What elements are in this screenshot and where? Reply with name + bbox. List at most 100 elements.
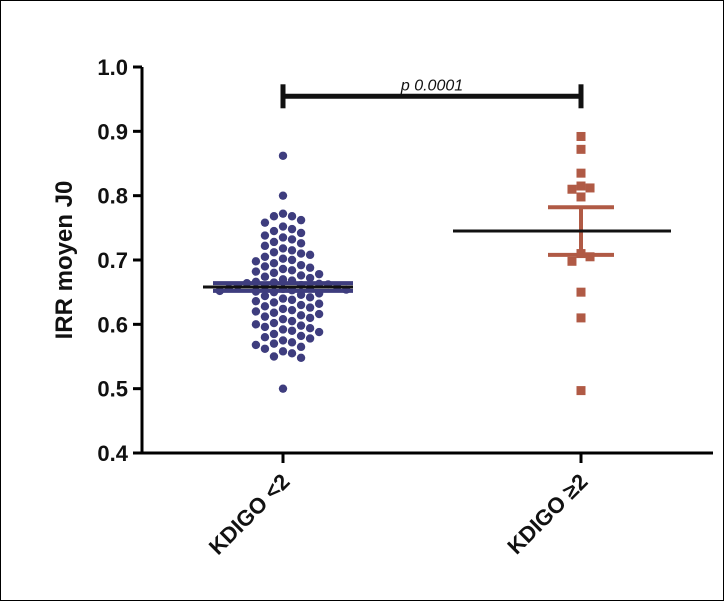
data-point-circle [251,257,261,266]
data-point-circle [296,311,306,320]
data-point-circle [305,303,315,312]
x-category-label: KDIGO <2 [204,469,295,560]
data-point-circle [287,212,297,221]
data-point-circle [305,250,315,260]
data-point-circle [260,291,270,301]
y-tick-label: 0.4 [97,441,128,466]
data-point-square [567,256,577,266]
data-point-circle [287,305,297,315]
data-point-circle [278,325,288,334]
data-point-circle [278,222,288,231]
data-point-circle [269,318,279,328]
data-point-circle [278,151,288,160]
data-point-circle [251,320,261,329]
data-point-circle [296,271,306,280]
data-point-circle [287,266,297,275]
axes [140,67,713,455]
data-point-circle [278,264,288,274]
data-point-square [576,287,586,297]
y-tick-label: 0.9 [97,119,128,144]
data-marks [215,131,595,396]
data-point-circle [251,267,261,276]
data-point-circle [260,272,270,281]
data-point-square [576,192,586,202]
data-point-circle [269,308,279,317]
data-point-circle [305,334,315,343]
data-point-circle [269,226,279,236]
data-point-square [576,313,586,323]
data-point-circle [260,312,270,321]
data-point-circle [278,304,288,314]
data-point-circle [260,302,270,311]
y-tick-label: 0.5 [97,377,128,402]
data-point-square [567,184,577,194]
mean-sem-bars [203,205,671,293]
data-point-circle [269,352,279,361]
data-point-circle [260,262,270,271]
data-point-square [576,386,586,396]
data-point-circle [278,314,288,324]
data-point-circle [260,252,270,261]
data-point-circle [296,239,306,248]
data-point-circle [287,246,297,255]
data-point-circle [269,268,279,278]
data-point-circle [305,293,315,302]
data-point-circle [278,294,288,303]
data-point-circle [296,342,306,352]
p-value-label: p 0.0001 [400,77,463,94]
data-point-circle [269,329,279,339]
y-tick-label: 0.7 [97,248,128,273]
data-point-square [585,183,595,193]
y-tick-label: 1.0 [97,55,128,80]
data-point-circle [278,191,288,200]
data-point-circle [314,327,324,337]
data-point-circle [287,338,297,347]
data-point-circle [269,248,279,257]
data-point-circle [251,307,261,316]
y-ticks: 0.4 0.5 0.6 0.7 0.8 0.9 1.0 [97,55,142,466]
y-tick-label: 0.8 [97,184,128,209]
data-point-square [576,131,586,141]
data-point-circle [260,344,270,353]
data-point-circle [296,215,306,225]
y-tick-label: 0.6 [97,312,128,337]
data-point-circle [296,228,306,238]
data-point-circle [269,339,279,348]
data-point-square [576,168,586,178]
data-point-circle [314,269,324,279]
data-point-circle [269,237,279,247]
data-point-circle [314,309,324,319]
data-point-circle [260,218,270,227]
data-point-circle [260,322,270,332]
data-point-circle [287,295,297,305]
data-point-circle [251,340,261,350]
data-point-circle [260,231,270,240]
data-point-circle [287,349,297,358]
data-point-circle [278,347,288,356]
data-point-circle [269,212,279,221]
data-point-circle [278,233,288,242]
data-point-circle [278,244,288,253]
x-category-label: KDIGO ≥2 [502,469,592,559]
x-ticks: KDIGO <2 KDIGO ≥2 [204,453,593,560]
data-point-circle [287,326,297,335]
data-point-circle [269,259,279,268]
data-point-circle [296,353,306,362]
data-point-square [576,181,586,191]
data-point-circle [278,336,288,345]
data-point-circle [287,255,297,265]
data-point-circle [296,331,306,341]
data-point-circle [296,321,306,330]
data-point-circle [269,298,279,307]
data-point-circle [251,296,261,306]
data-point-circle [287,235,297,244]
data-point-circle [278,209,288,218]
data-point-circle [296,260,306,270]
data-point-circle [314,299,324,308]
data-point-circle [260,333,270,342]
data-point-circle [287,224,297,234]
data-point-circle [260,241,270,251]
data-point-circle [296,300,306,310]
